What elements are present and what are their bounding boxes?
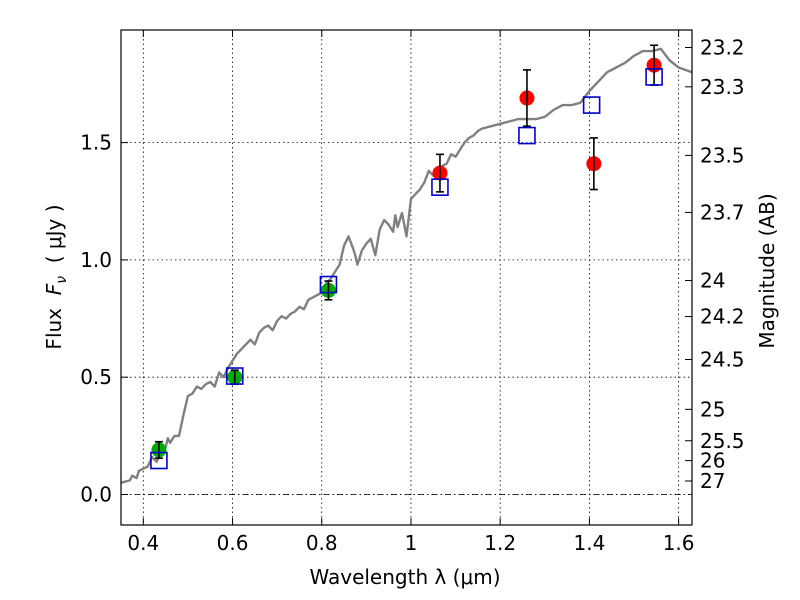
model-square	[645, 68, 663, 86]
y2-tick-label: 25	[700, 397, 725, 421]
y-axis-title-prefix: Flux	[42, 295, 66, 349]
x-tick-label: 0.6	[217, 531, 249, 555]
y2-tick-label: 23.3	[700, 75, 745, 99]
model-square	[319, 275, 338, 294]
markers-layer	[150, 44, 663, 470]
y-tick-label: 0.0	[80, 483, 112, 507]
model-square	[431, 178, 449, 196]
spectrum-layer	[120, 47, 693, 484]
x-tick-label: 1	[405, 531, 418, 555]
y-axis-title-suffix: ( μJy )	[42, 204, 66, 276]
y-tick-label: 1.0	[80, 248, 112, 272]
grid	[121, 30, 692, 525]
ticks: 0.4 0.6 0.8 1 1.2 1.4 1.6 0.0 0.5 1.0 1.5 23.2 23.3 2…	[80, 30, 745, 555]
model-square	[582, 96, 601, 114]
plot-frame	[120, 29, 693, 526]
y-axis-title: Flux Fν ( μJy )	[42, 204, 70, 349]
y-axis-title-symbol: F	[42, 283, 66, 295]
y-tick-label: 0.5	[80, 365, 112, 389]
y2-tick-label: 24	[700, 269, 725, 293]
model-square	[225, 367, 244, 385]
y2-axis-title: Magnitude (AB)	[755, 193, 779, 348]
y-tick-label: 1.5	[80, 131, 112, 155]
x-axis-title: Wavelength λ (μm)	[309, 565, 500, 589]
x-tick-label: 1.6	[663, 531, 695, 555]
x-tick-label: 1.2	[484, 531, 516, 555]
x-tick-label: 0.8	[306, 531, 338, 555]
y2-tick-label: 24.5	[700, 348, 745, 372]
model-square	[518, 126, 536, 145]
y2-tick-label: 25.5	[700, 429, 745, 453]
y2-tick-label: 26	[700, 449, 725, 473]
spectrum-line	[120, 47, 693, 484]
model-square	[150, 451, 168, 470]
y2-tick-label: 27	[700, 469, 725, 493]
y-axis-title-subscript: ν	[54, 276, 70, 284]
x-tick-label: 0.4	[127, 531, 159, 555]
x-tick-label: 1.4	[573, 531, 605, 555]
y2-tick-label: 23.7	[700, 200, 745, 224]
y2-tick-label: 24.2	[700, 305, 745, 329]
y2-tick-label: 23.2	[700, 35, 745, 59]
y2-tick-label: 23.5	[700, 143, 745, 167]
